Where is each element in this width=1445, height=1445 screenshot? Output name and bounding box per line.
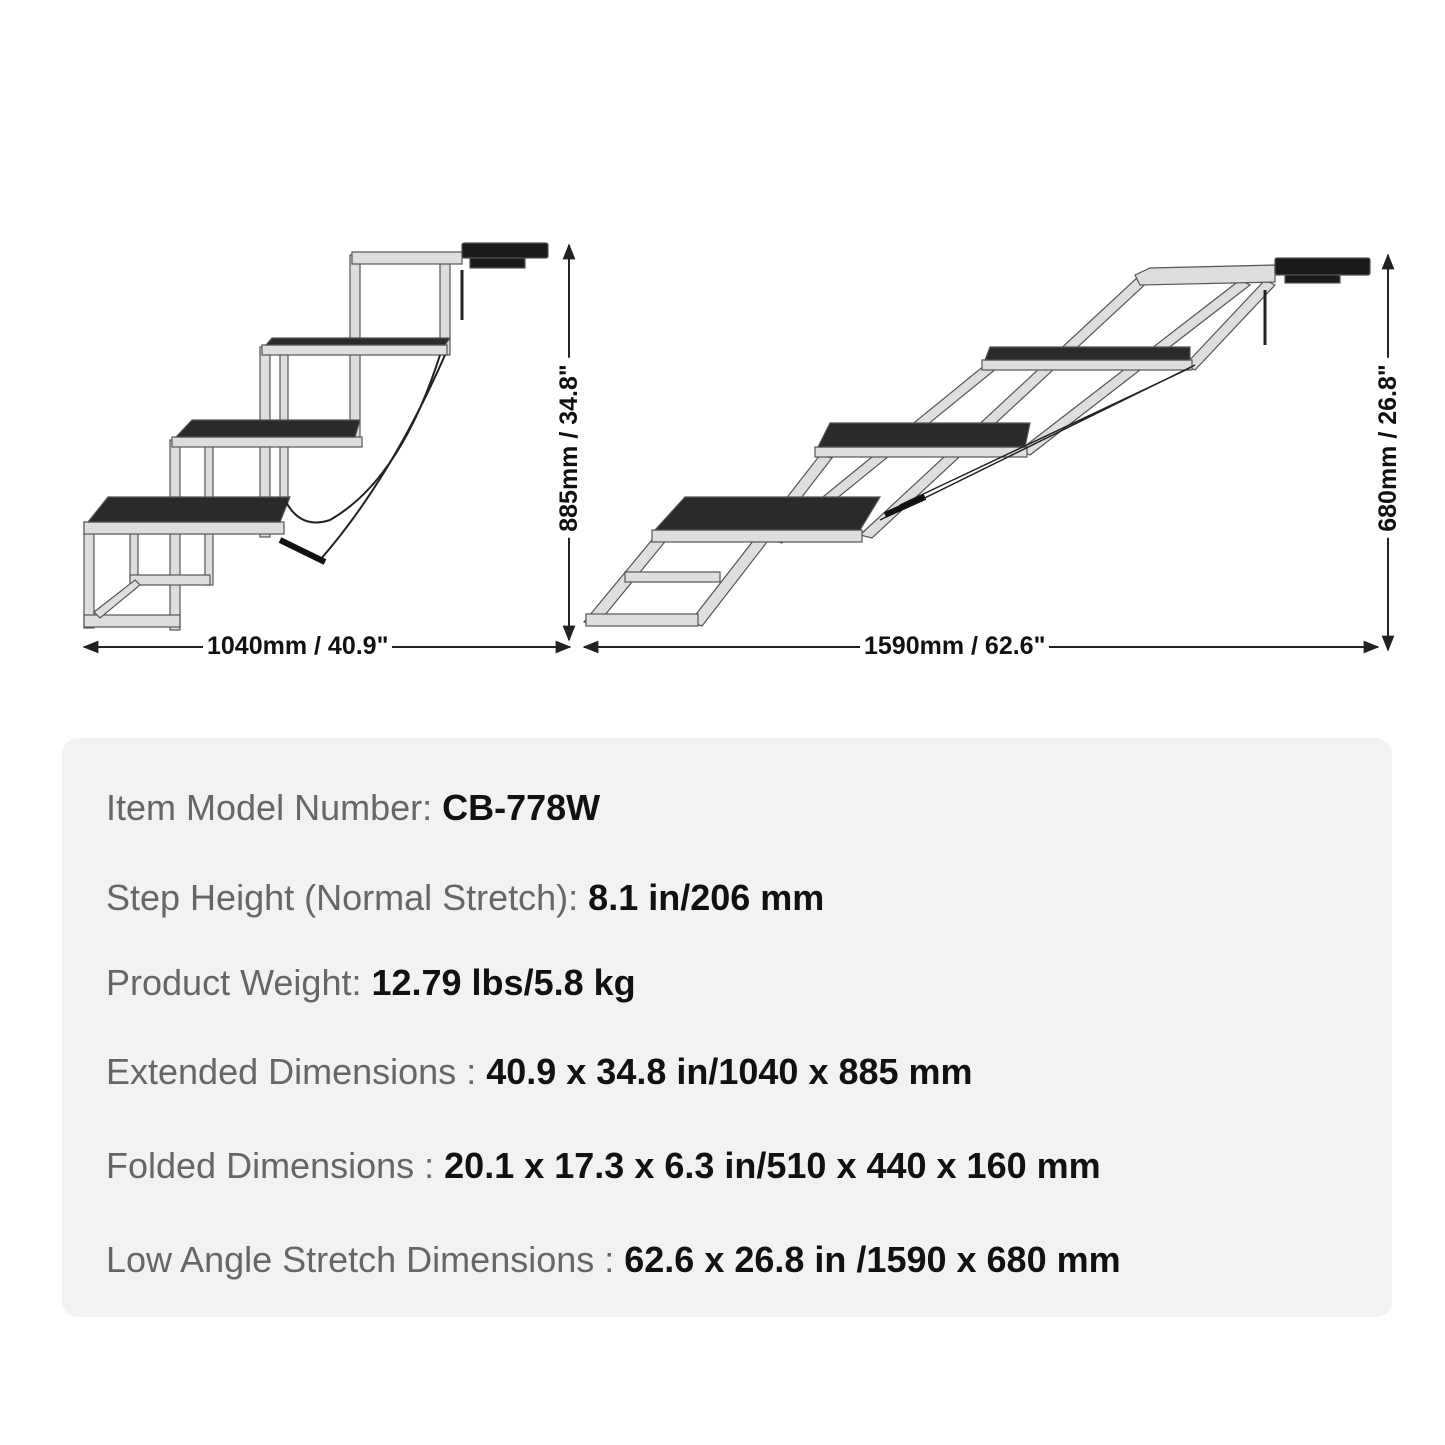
product-drawings (82, 242, 1395, 654)
spec-row-step-height: Step Height (Normal Stretch): 8.1 in/206… (106, 878, 824, 918)
spec-panel: Item Model Number: CB-778W Step Height (… (62, 738, 1392, 1317)
spec-value: 8.1 in/206 mm (588, 877, 825, 918)
extended-width-label: 1040mm / 40.9" (203, 632, 393, 660)
spec-label: Folded Dimensions : (106, 1145, 445, 1186)
stretch-height-label: 680mm / 26.8" (1374, 358, 1402, 538)
spec-row-extended: Extended Dimensions : 40.9 x 34.8 in/104… (106, 1052, 973, 1092)
spec-value: 62.6 x 26.8 in /1590 x 680 mm (624, 1239, 1121, 1280)
spec-value: 12.79 lbs/5.8 kg (371, 962, 636, 1003)
spec-row-folded: Folded Dimensions : 20.1 x 17.3 x 6.3 in… (106, 1146, 1101, 1186)
stretch-width-label: 1590mm / 62.6" (860, 632, 1050, 660)
spec-label: Product Weight: (106, 962, 372, 1003)
extended-height-label: 885mm / 34.8" (555, 358, 583, 538)
spec-value: 40.9 x 34.8 in/1040 x 885 mm (486, 1051, 973, 1092)
spec-label: Step Height (Normal Stretch): (106, 877, 589, 918)
spec-label: Item Model Number: (106, 787, 443, 828)
spec-value: 20.1 x 17.3 x 6.3 in/510 x 440 x 160 mm (444, 1145, 1101, 1186)
spec-label: Extended Dimensions : (106, 1051, 487, 1092)
spec-row-model: Item Model Number: CB-778W (106, 788, 600, 828)
spec-row-weight: Product Weight: 12.79 lbs/5.8 kg (106, 963, 636, 1003)
spec-value: CB-778W (442, 787, 601, 828)
extended-stair-illustration (83, 242, 549, 631)
spec-label: Low Angle Stretch Dimensions : (106, 1239, 625, 1280)
stretched-stair-illustration (582, 257, 1371, 627)
spec-row-low-angle: Low Angle Stretch Dimensions : 62.6 x 26… (106, 1240, 1121, 1280)
